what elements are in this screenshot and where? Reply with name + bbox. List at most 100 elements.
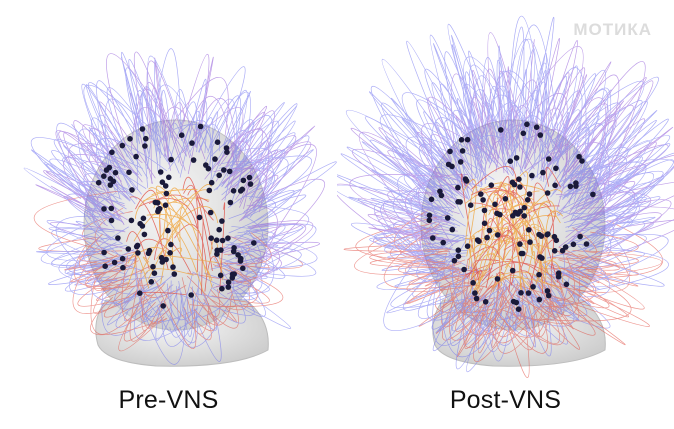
connectivity-link: [503, 315, 535, 351]
connectivity-link: [134, 107, 187, 156]
hot-link: [496, 216, 529, 244]
connectivity-link: [227, 149, 314, 208]
electrode: [135, 250, 141, 256]
connectivity-link: [230, 115, 273, 190]
electrode: [463, 178, 470, 184]
electrode: [101, 249, 107, 256]
electrode: [225, 279, 232, 286]
electrodes: [95, 123, 257, 309]
connectivity-link: [427, 96, 510, 175]
connectivity-link: [55, 215, 119, 284]
connectivity-link: [104, 277, 149, 318]
electrode: [102, 263, 108, 270]
electrode: [553, 165, 559, 172]
connectivity-link: [545, 261, 600, 283]
electrode: [148, 279, 155, 285]
connectivity-link: [579, 260, 665, 287]
electrode: [223, 145, 230, 151]
electrode: [167, 250, 173, 256]
connectivity-link: [141, 292, 164, 331]
connectivity-link: [84, 272, 164, 282]
electrode: [498, 127, 504, 133]
electrode: [226, 168, 233, 175]
electrode: [115, 235, 121, 241]
connectivity-link: [463, 83, 526, 177]
electrode: [509, 267, 516, 274]
connectivity-link: [480, 68, 509, 174]
electrode: [570, 241, 577, 248]
electrode: [536, 296, 543, 303]
connectivity-link: [407, 259, 465, 278]
hot-link: [474, 189, 531, 222]
connectivity-link: [543, 112, 570, 191]
connectivity-link: [147, 55, 192, 164]
electrode: [157, 169, 164, 175]
connectivity-link: [96, 138, 168, 172]
connectivity-link: [99, 101, 156, 179]
hot-link: [492, 277, 563, 293]
electrode: [517, 241, 523, 247]
connectivity-link: [48, 227, 125, 241]
electrode: [576, 153, 582, 160]
electrode: [133, 243, 140, 250]
connectivity-link: [567, 243, 669, 294]
connectivity-link: [374, 201, 451, 267]
connectivity-link: [401, 118, 468, 199]
connectivity-link: [121, 56, 151, 158]
connectivity-link: [227, 244, 279, 256]
connectivity-link: [523, 111, 544, 182]
electrode: [145, 250, 152, 257]
connectivity-link: [435, 300, 469, 334]
connectivity-link: [406, 40, 471, 161]
connectivity-link: [187, 56, 214, 175]
connectivity-link: [545, 61, 612, 180]
connectivity-link: [64, 242, 138, 275]
electrode: [155, 208, 161, 215]
connectivity-link: [369, 253, 459, 269]
connectivity-link: [179, 289, 255, 316]
hot-link: [179, 207, 188, 257]
connectivity-link: [169, 101, 198, 159]
connectivity-link: [104, 98, 142, 165]
connectivity-link: [144, 297, 153, 321]
connectivity-link: [506, 305, 530, 378]
connectivity-link: [394, 268, 492, 287]
connectivity-link: [490, 290, 552, 344]
electrode: [520, 130, 527, 137]
connectivity-link: [203, 90, 248, 179]
electrode: [160, 303, 166, 309]
connectivity-link: [106, 53, 180, 147]
connectivity-link: [123, 304, 171, 342]
hot-link: [542, 260, 564, 283]
connectivity-link: [401, 92, 484, 186]
electrode: [492, 201, 498, 208]
connectivity-link: [78, 128, 138, 204]
connectivity-link: [584, 152, 674, 251]
electrode: [563, 281, 570, 288]
connectivity-link: [161, 106, 206, 160]
connectivity-link: [222, 232, 272, 265]
connectivity-link: [436, 234, 469, 258]
electrode: [239, 186, 246, 193]
connectivity-link: [172, 89, 191, 141]
electrode: [524, 197, 531, 203]
electrode: [510, 298, 517, 305]
connectivity-link: [451, 35, 491, 164]
hot-link: [129, 196, 169, 270]
connectivity-link: [256, 178, 325, 262]
electrode: [530, 284, 536, 290]
electrode: [219, 285, 225, 292]
electrode: [486, 227, 493, 234]
electrode: [216, 172, 222, 179]
connectivity-link: [499, 286, 506, 319]
hot-link: [491, 208, 543, 294]
connectivity-link: [349, 173, 443, 235]
connectivity-link: [179, 271, 200, 346]
connectivity-link: [469, 97, 500, 184]
connectivity-link: [562, 172, 655, 249]
connectivity-link: [234, 215, 263, 254]
electrode: [455, 184, 461, 191]
electrode: [507, 158, 514, 164]
pre-vns-label: Pre-VNS: [118, 386, 219, 414]
electrode: [540, 169, 546, 176]
